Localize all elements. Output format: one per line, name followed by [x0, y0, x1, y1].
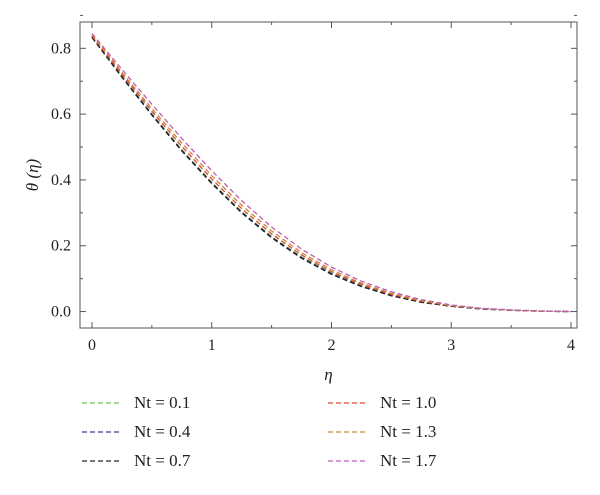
- x-tick-label: 4: [567, 337, 575, 354]
- legend-label: Nt = 1.0: [380, 393, 436, 412]
- legend-label: Nt = 0.4: [134, 422, 191, 441]
- legend-label: Nt = 0.1: [134, 393, 190, 412]
- series-layer: [91, 33, 572, 313]
- series-line: [91, 33, 572, 313]
- y-tick-label: 0.6: [51, 106, 71, 123]
- series-line: [91, 35, 572, 313]
- x-tick-label: 2: [327, 337, 335, 354]
- y-tick-label: 0.0: [51, 304, 71, 321]
- x-tick-label: 1: [208, 337, 216, 354]
- y-axis-title: θ (η): [23, 158, 42, 191]
- y-tick-label: 0.2: [51, 238, 71, 255]
- x-axis-ticks: 0 1 2 3 4: [88, 22, 575, 354]
- legend-label: Nt = 1.3: [380, 422, 436, 441]
- legend: Nt = 0.1 Nt = 1.0 Nt = 0.4 Nt = 1.3 Nt = 0.7…: [82, 393, 437, 470]
- x-tick-label: 3: [447, 337, 455, 354]
- plot-frame: [79, 21, 578, 329]
- legend-label: Nt = 1.7: [380, 451, 437, 470]
- x-axis-title: η: [324, 365, 332, 384]
- series-line: [91, 34, 572, 313]
- y-axis-ticks: 0.0 0.2 0.4 0.6 0.8: [51, 14, 577, 321]
- x-tick-label: 0: [88, 337, 96, 354]
- legend-label: Nt = 0.7: [134, 451, 191, 470]
- y-tick-label: 0.8: [51, 40, 71, 57]
- y-tick-label: 0.4: [51, 172, 71, 189]
